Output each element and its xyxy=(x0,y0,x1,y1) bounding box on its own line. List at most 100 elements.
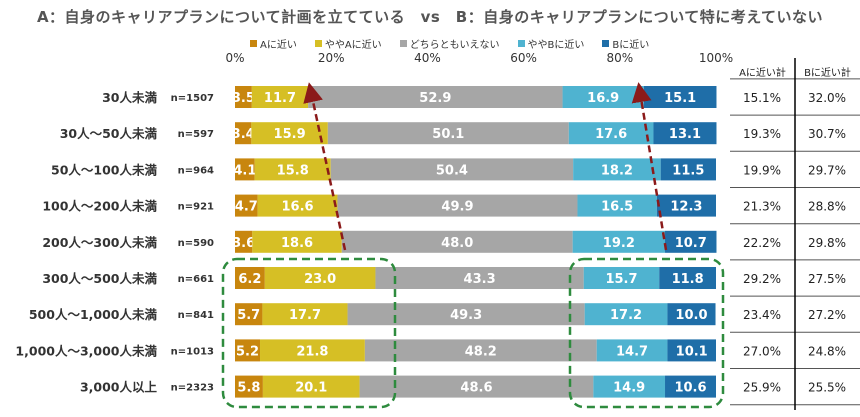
data-label: 17.2 xyxy=(610,308,642,323)
data-label: 23.0 xyxy=(304,272,336,287)
bar-segment xyxy=(235,303,263,326)
category-label: 30人未満 xyxy=(102,90,157,105)
legend-label: Bに近い xyxy=(612,40,650,51)
table-cell-b: 28.8% xyxy=(808,200,846,214)
table-cell-a: 25.9% xyxy=(743,381,781,395)
data-label: 11.5 xyxy=(672,163,704,178)
bar-segment xyxy=(667,303,716,326)
sample-size-label: n=841 xyxy=(178,310,214,321)
bar-segment xyxy=(235,267,265,289)
table-cell-a: 19.9% xyxy=(743,163,781,177)
bar-segment xyxy=(264,267,376,289)
bar-segment xyxy=(257,194,338,217)
table-cell-a: 23.4% xyxy=(743,308,781,322)
data-label: 16.9 xyxy=(587,91,619,106)
sample-size-label: n=661 xyxy=(178,274,214,285)
bar-segment xyxy=(572,230,666,253)
data-label: 43.3 xyxy=(464,272,496,287)
data-label: 49.9 xyxy=(441,200,473,215)
data-label: 3.5 xyxy=(232,91,255,106)
category-label: 200人～300人未満 xyxy=(42,235,157,250)
category-label: 300人～500人未満 xyxy=(42,271,157,286)
trend-arrow-b xyxy=(631,82,668,251)
data-label: 16.6 xyxy=(281,200,313,215)
table-cell-a: 27.0% xyxy=(743,344,781,358)
bar-segment xyxy=(364,339,597,362)
data-label: 10.1 xyxy=(676,344,708,359)
legend-item: Bに近い xyxy=(602,36,649,51)
bar-segment xyxy=(660,158,716,181)
data-label: 14.7 xyxy=(616,344,648,359)
table-cell-a: 29.2% xyxy=(743,272,781,286)
data-label: 13.1 xyxy=(669,127,701,142)
legend-label: ややBに近い xyxy=(527,40,585,51)
data-label: 10.7 xyxy=(675,236,707,251)
legend-label: どちらともいえない xyxy=(409,40,500,51)
data-label: 4.1 xyxy=(233,163,256,178)
bar-segment xyxy=(667,339,716,362)
bar-segment xyxy=(251,122,328,145)
data-label: 11.8 xyxy=(672,272,704,287)
bar-segment xyxy=(347,303,585,326)
bar-segment xyxy=(568,122,654,145)
bar-segment xyxy=(235,122,252,145)
bar-segment xyxy=(643,86,717,108)
table-cell-b: 27.5% xyxy=(808,272,846,286)
data-label: 50.1 xyxy=(432,127,464,142)
table-cell-b: 32.0% xyxy=(808,91,846,105)
data-label: 15.8 xyxy=(277,163,309,178)
table-cell-a: 19.3% xyxy=(743,127,781,141)
data-label: 50.4 xyxy=(436,163,468,178)
bar-segment xyxy=(337,194,578,217)
bar-segment xyxy=(659,267,716,289)
bar-segment xyxy=(341,230,573,253)
bar-segment xyxy=(653,122,717,145)
category-label: 50人～100人未満 xyxy=(51,162,157,177)
data-label: 5.2 xyxy=(236,344,259,359)
bar-segment xyxy=(235,194,258,217)
table-cell-b: 29.7% xyxy=(808,163,846,177)
data-label: 15.9 xyxy=(274,127,306,142)
data-label: 15.1 xyxy=(664,91,696,106)
sample-size-label: n=1013 xyxy=(171,346,214,357)
data-label: 3.4 xyxy=(232,127,255,142)
data-label: 14.9 xyxy=(613,381,645,396)
chart-title: A：自身のキャリアプランについて計画を立てている vs B：自身のキャリアプラン… xyxy=(36,8,824,26)
sample-size-label: n=921 xyxy=(178,202,214,213)
table-cell-b: 29.8% xyxy=(808,236,846,250)
bar-segment xyxy=(308,86,563,108)
bar-segment xyxy=(235,375,263,398)
x-tick-label: 80% xyxy=(606,51,633,65)
bar-segment xyxy=(260,339,365,362)
x-tick-label: 0% xyxy=(225,51,244,65)
table-cell-a: 21.3% xyxy=(743,200,781,214)
legend: Aに近い ややAに近い どちらともいえない ややBに近い Bに近い xyxy=(250,36,649,51)
table-header-b: Bに近い計 xyxy=(804,68,851,79)
data-label: 15.7 xyxy=(605,272,637,287)
legend-swatch xyxy=(399,40,407,47)
sample-size-label: n=1507 xyxy=(171,93,214,104)
data-label: 17.6 xyxy=(595,127,627,142)
bar-segment xyxy=(327,122,569,145)
bar-segment xyxy=(235,86,252,108)
bar-segment xyxy=(375,267,584,289)
legend-item: ややAに近い xyxy=(314,36,382,51)
bar-segment xyxy=(251,86,309,108)
bar-segment xyxy=(656,194,716,217)
data-label: 3.6 xyxy=(232,236,255,251)
legend-item: どちらともいえない xyxy=(399,36,500,51)
x-tick-label: 60% xyxy=(510,51,537,65)
bar-segment xyxy=(584,303,668,326)
bar-segment xyxy=(665,230,717,253)
table-cell-b: 27.2% xyxy=(808,308,846,322)
bar-segment xyxy=(235,158,255,181)
bar-segment xyxy=(235,339,261,362)
data-label: 16.5 xyxy=(601,200,633,215)
bar-segment xyxy=(573,158,661,181)
data-label: 17.7 xyxy=(289,308,321,323)
data-label: 11.7 xyxy=(264,91,296,106)
x-tick-label: 40% xyxy=(414,51,441,65)
bar-segment xyxy=(593,375,666,398)
data-label: 52.9 xyxy=(419,91,451,106)
data-label: 5.7 xyxy=(237,308,260,323)
